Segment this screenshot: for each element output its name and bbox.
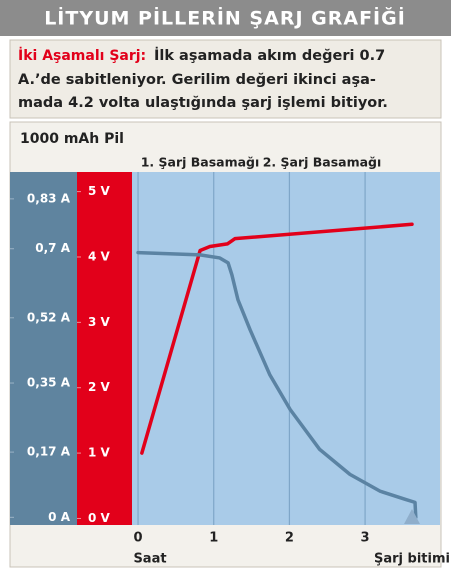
series-line (140, 222, 414, 455)
x-tick-label: 3 (361, 531, 370, 546)
y2-tick-label: 0 A (48, 510, 71, 524)
y2-tick-label: 0,17 A (27, 445, 71, 459)
description-box (9, 39, 442, 119)
description-line: A.’de sabitleniyor. Gerilim değeri ikinc… (18, 72, 376, 88)
annotation: 1. Şarj Basamağı (141, 155, 260, 170)
current-axis-band (10, 172, 77, 525)
end-marker (404, 509, 420, 524)
annotation: 2. Şarj Basamağı (263, 155, 382, 170)
y-tick-label: 3 V (88, 315, 111, 329)
y2-tick-label: 0,35 A (27, 376, 71, 390)
x-axis-label: Saat (133, 552, 166, 567)
x-tick-label: 0 (134, 531, 143, 546)
y2-tick-label: 0,7 A (35, 241, 70, 255)
x-tick-label: 1 (209, 531, 218, 546)
description-line: mada 4.2 volta ulaştığında şarj işlemi b… (18, 95, 388, 111)
y-tick-label: 4 V (88, 249, 111, 263)
y-tick-label: 2 V (88, 380, 111, 394)
y-tick-label: 1 V (88, 446, 111, 460)
chart-title: LİTYUM PİLLERİN ŞARJ GRAFİĞİ (44, 6, 406, 30)
series-line (136, 250, 418, 520)
voltage-axis-band (77, 172, 132, 525)
y2-tick-label: 0,83 A (27, 191, 71, 205)
y-tick-label: 5 V (88, 184, 111, 198)
x-tick-label: 2 (285, 531, 294, 546)
subtitle: 1000 mAh Pil (20, 131, 124, 147)
plot-area (132, 172, 440, 525)
header-bar (0, 0, 451, 36)
description-lead: İki Aşamalı Şarj: (18, 47, 146, 64)
end-marker-label: Şarj bitimi (374, 552, 450, 567)
description-line: İlk aşamada akım değeri 0.7 (154, 47, 385, 64)
y-tick-label: 0 V (88, 511, 111, 525)
y2-tick-label: 0,52 A (27, 310, 71, 324)
